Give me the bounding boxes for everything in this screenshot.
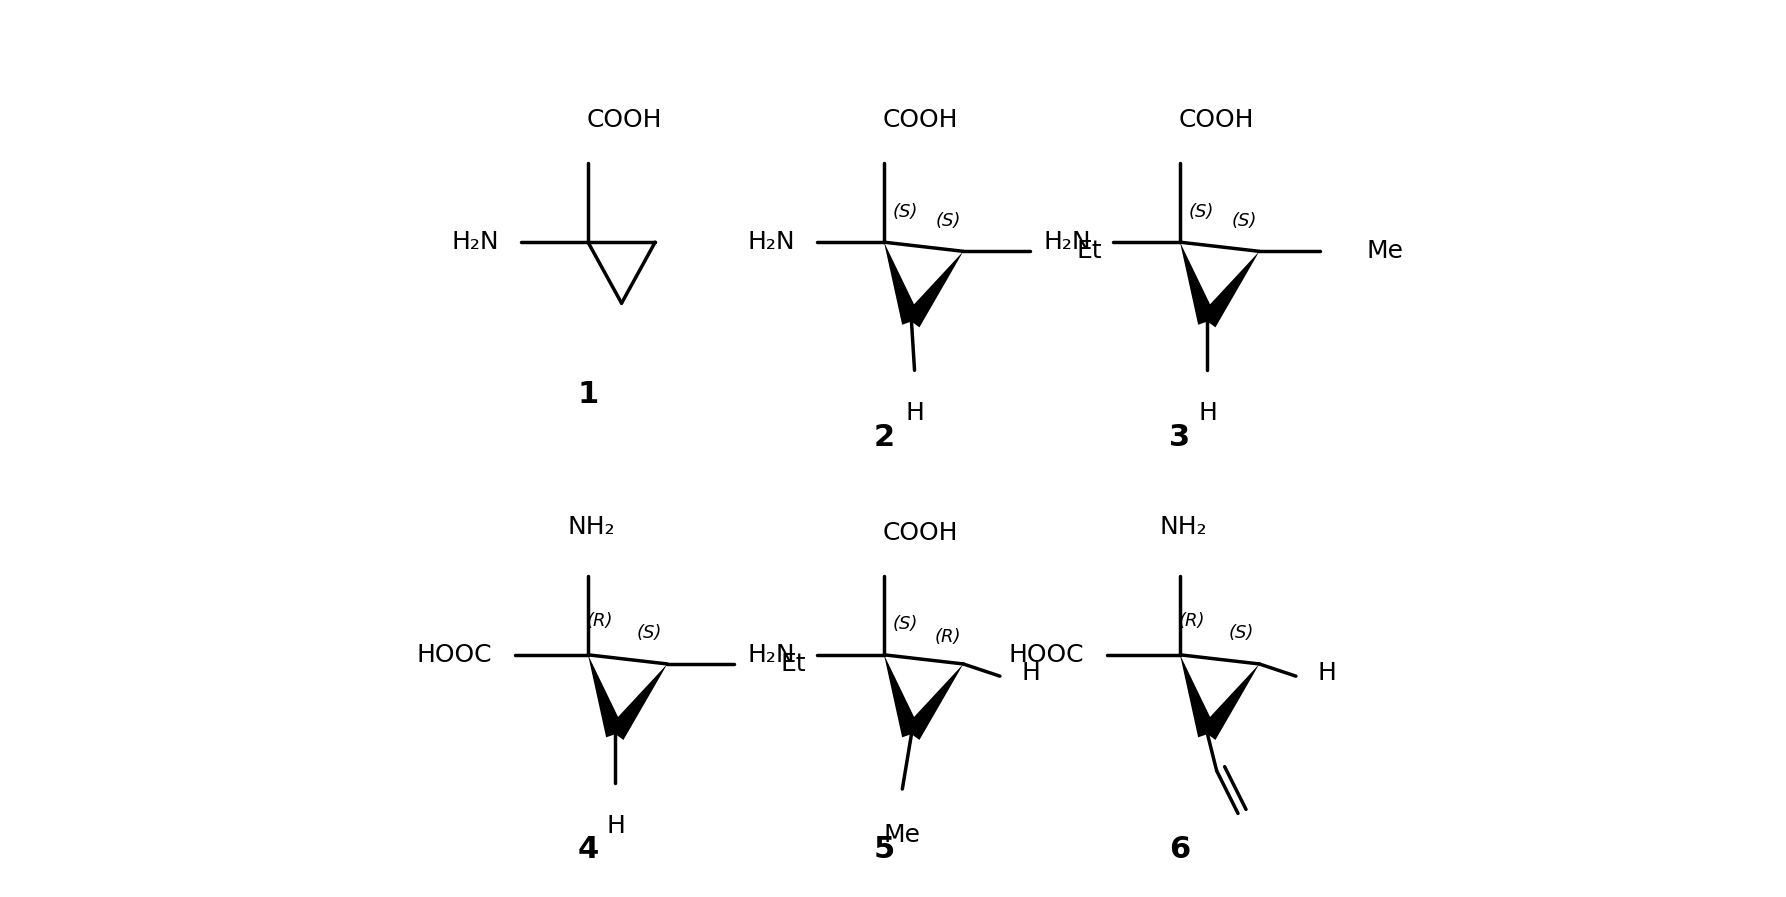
Polygon shape [1181,655,1216,737]
Text: (S): (S) [1189,203,1214,221]
Text: H₂N: H₂N [452,231,498,254]
Text: 5: 5 [873,835,895,865]
Text: 3: 3 [1170,422,1191,452]
Text: 6: 6 [1170,835,1191,865]
Text: H₂N: H₂N [1043,231,1091,254]
Text: HOOC: HOOC [1007,643,1084,666]
Text: COOH: COOH [588,109,663,132]
Text: Et: Et [1077,239,1102,264]
Text: Et: Et [780,652,805,676]
Text: H₂N: H₂N [747,643,795,666]
Text: 1: 1 [577,380,598,409]
Polygon shape [1200,664,1259,740]
Polygon shape [588,655,625,737]
Text: NH₂: NH₂ [568,515,614,539]
Text: NH₂: NH₂ [1159,515,1207,539]
Text: 4: 4 [577,835,598,865]
Text: COOH: COOH [882,521,959,544]
Text: COOH: COOH [882,109,959,132]
Text: (R): (R) [934,628,961,646]
Text: 2: 2 [873,422,895,452]
Text: COOH: COOH [1179,109,1254,132]
Text: (S): (S) [636,624,661,642]
Text: (S): (S) [936,212,961,230]
Text: H: H [1022,661,1039,685]
Text: (S): (S) [1229,624,1254,642]
Polygon shape [884,242,922,325]
Text: H: H [1318,661,1336,685]
Text: (S): (S) [893,615,918,633]
Polygon shape [607,664,668,740]
Polygon shape [884,655,922,737]
Text: H₂N: H₂N [747,231,795,254]
Text: (S): (S) [893,203,918,221]
Polygon shape [904,251,963,327]
Text: Me: Me [884,823,922,847]
Text: (R): (R) [588,613,613,631]
Text: HOOC: HOOC [416,643,491,666]
Polygon shape [904,664,963,740]
Text: Me: Me [1366,239,1404,264]
Text: H: H [906,401,923,425]
Polygon shape [1200,251,1259,327]
Text: H: H [605,814,625,838]
Text: (S): (S) [1231,212,1257,230]
Text: H: H [1198,401,1216,425]
Polygon shape [1181,242,1216,325]
Text: (R): (R) [1179,613,1206,631]
